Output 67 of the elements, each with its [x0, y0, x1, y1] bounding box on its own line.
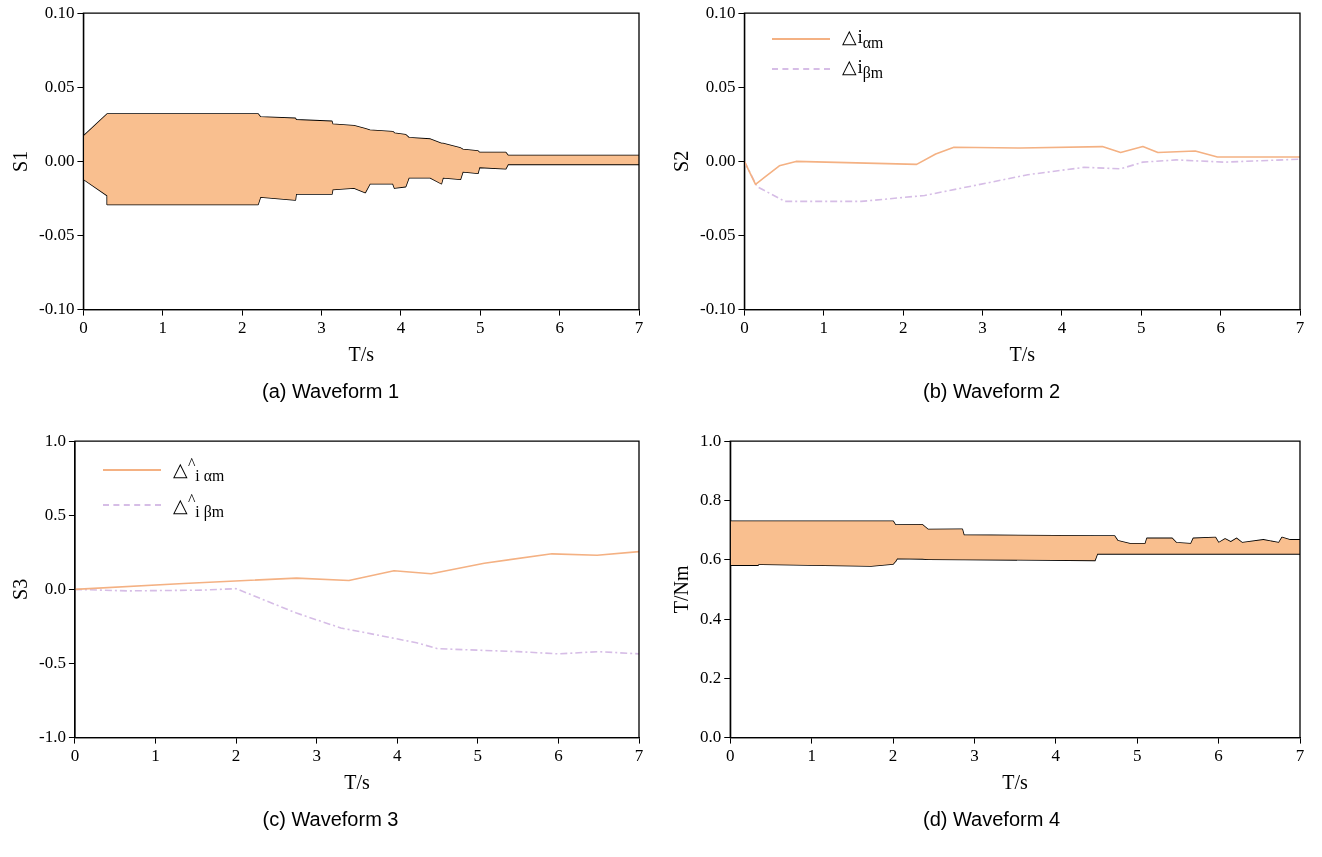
x-tick-label: 6: [1216, 318, 1225, 338]
text: (b) Waveform 2: [921, 380, 1062, 403]
x-tick-label: 1: [819, 318, 829, 338]
y-tick-label: 0.4: [700, 608, 722, 628]
y-tick-label: 0.8: [700, 489, 722, 509]
y-tick-label: 1.0: [44, 430, 66, 450]
y-axis-title: S1: [9, 150, 32, 172]
y-tick-label: 1.0: [700, 430, 722, 450]
x-tick-label: 1: [151, 746, 160, 766]
x-tick-label: 2: [231, 746, 241, 766]
x-tick-label: 1: [807, 746, 816, 766]
x-tick-label: 6: [554, 746, 563, 766]
x-tick-label: 5: [1137, 318, 1146, 338]
y-tick-label: 0.0: [44, 578, 66, 598]
x-tick-label: 3: [970, 746, 979, 766]
y-tick-label: -0.05: [38, 224, 75, 244]
y-tick-label: 0.6: [700, 549, 722, 569]
x-tick-label: 7: [1295, 318, 1305, 338]
y-tick-label: 0.5: [44, 504, 66, 524]
x-tick-label: 3: [317, 318, 326, 338]
y-tick-label: 0.00: [705, 150, 736, 170]
x-tick-label: 3: [312, 746, 321, 766]
y-axis-title: S3: [9, 578, 32, 600]
y-tick-label: 0.00: [44, 150, 75, 170]
x-axis-title: T/s: [1002, 771, 1029, 794]
x-tick-label: 5: [473, 746, 483, 766]
text: (a) Waveform 1: [260, 380, 401, 403]
x-axis-title: T/s: [344, 771, 370, 794]
y-tick-label: 0.05: [44, 76, 75, 96]
x-tick-label: 1: [158, 318, 168, 338]
x-tick-label: 0: [79, 318, 88, 338]
y-tick-label: 0.0: [700, 727, 722, 747]
x-tick-label: 7: [634, 318, 644, 338]
x-tick-label: 7: [634, 746, 644, 766]
x-tick-label: 2: [898, 318, 908, 338]
x-tick-label: 2: [237, 318, 247, 338]
y-tick-label: -0.10: [699, 299, 736, 319]
x-tick-label: 4: [396, 318, 406, 338]
x-tick-label: 6: [1214, 746, 1223, 766]
y-tick-label: -0.10: [38, 299, 75, 319]
x-tick-label: 7: [1295, 746, 1305, 766]
text: (d) Waveform 4: [921, 808, 1062, 831]
x-axis-title: T/s: [348, 343, 375, 366]
x-tick-label: 4: [393, 746, 402, 766]
y-tick-label: 0.10: [705, 2, 736, 22]
x-tick-label: 5: [476, 318, 485, 338]
x-tick-label: 5: [1132, 746, 1142, 766]
x-tick-label: 0: [726, 746, 735, 766]
legend-label: △i$_{βm}$: [842, 56, 884, 82]
y-axis-title: S2: [670, 150, 693, 172]
y-tick-label: -0.05: [699, 224, 736, 244]
text: (c) Waveform 3: [261, 808, 400, 831]
y-tick-label: 0.10: [44, 2, 75, 22]
x-tick-label: 4: [1051, 746, 1061, 766]
x-tick-label: 2: [888, 746, 898, 766]
y-axis-title: T/Nm: [670, 565, 693, 614]
x-tick-label: 0: [740, 318, 749, 338]
x-tick-label: 3: [978, 318, 987, 338]
y-tick-label: -0.5: [38, 652, 66, 672]
x-tick-label: 0: [70, 746, 80, 766]
legend-label: △i$_{αm}$: [842, 26, 884, 52]
y-tick-label: 0.2: [700, 667, 722, 687]
x-tick-label: 6: [555, 318, 564, 338]
y-tick-label: 0.05: [705, 76, 736, 96]
y-tick-label: -1.0: [38, 727, 66, 747]
x-axis-title: T/s: [1009, 343, 1036, 366]
x-tick-label: 4: [1057, 318, 1067, 338]
